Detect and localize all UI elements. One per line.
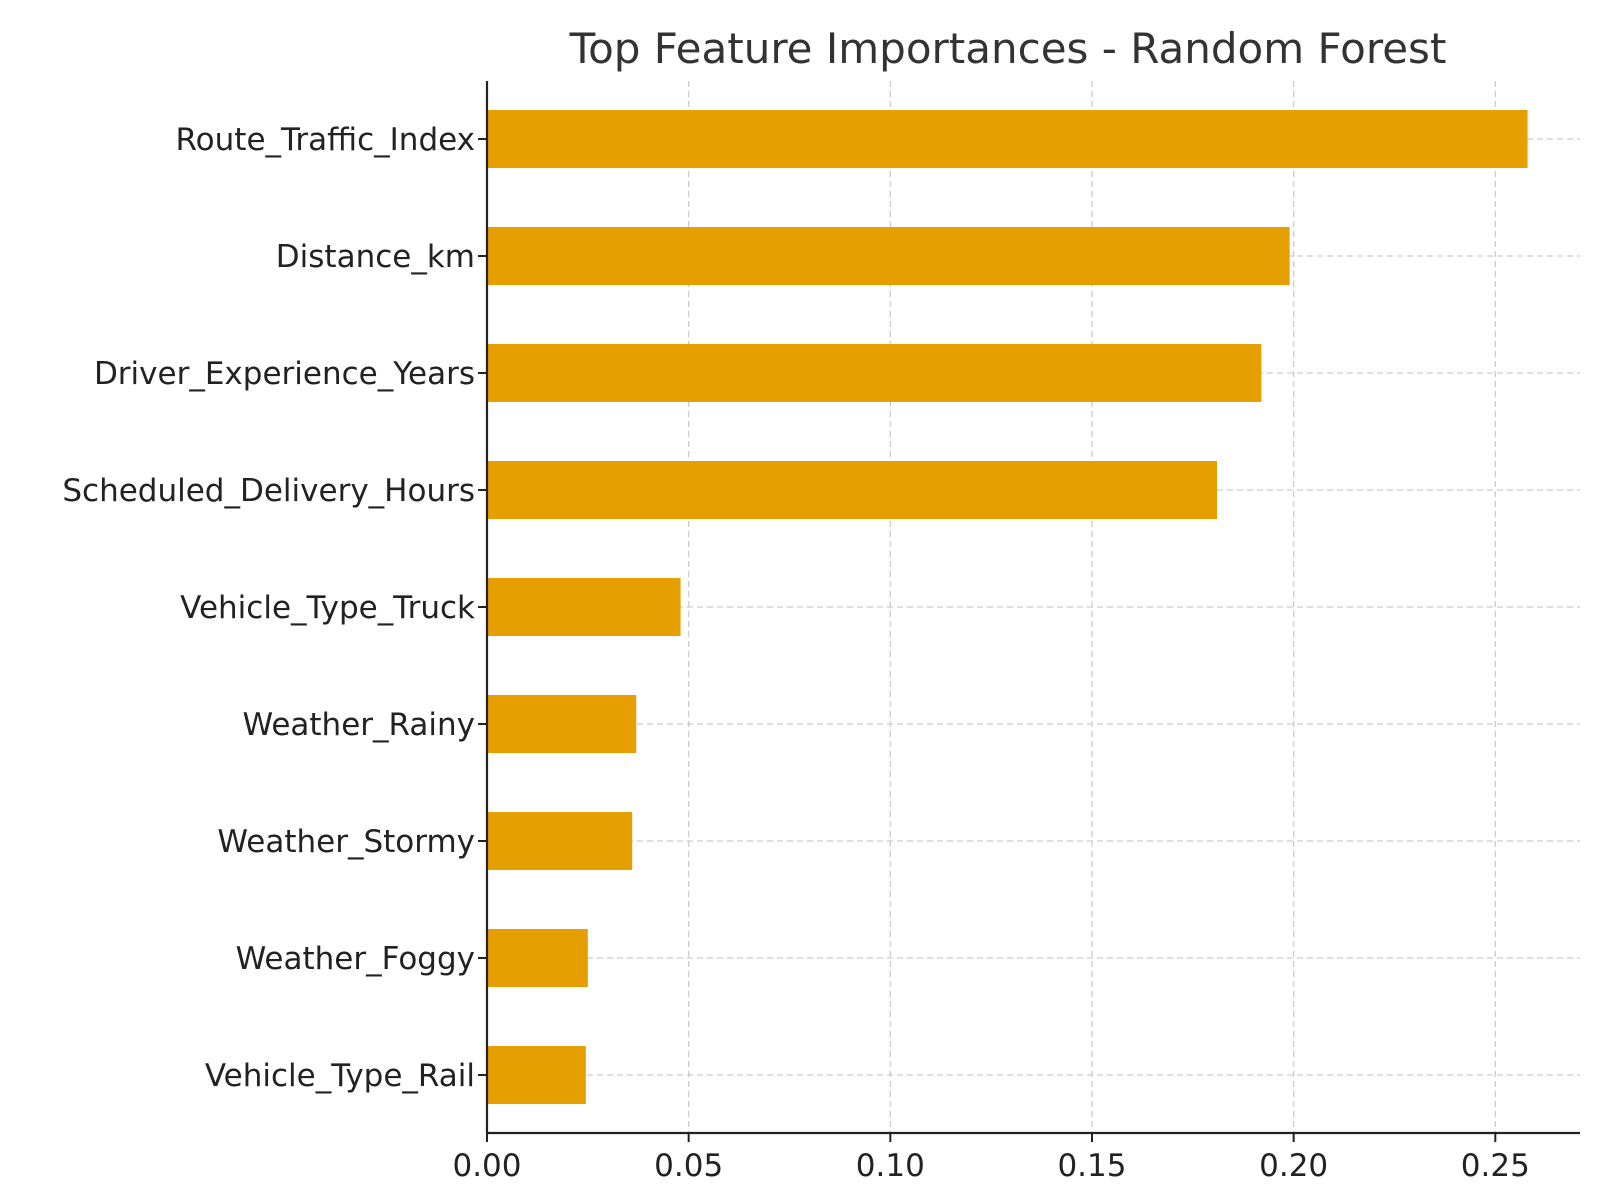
labels-layer: Route_Traffic_Index Distance_km Driver_Exp… — [62, 122, 1529, 1184]
y-tick-label: Driver_Experience_Years — [94, 356, 475, 392]
bar — [487, 110, 1528, 168]
bar — [487, 344, 1262, 402]
bar — [487, 1046, 586, 1104]
x-tick-label: 0.00 — [452, 1148, 521, 1184]
bar — [487, 461, 1218, 519]
y-tick-label: Vehicle_Type_Truck — [180, 590, 475, 626]
chart-title: Top Feature Importances - Random Forest — [569, 24, 1447, 73]
y-tick-label: Route_Traffic_Index — [176, 122, 475, 158]
y-tick-label: Vehicle_Type_Rail — [205, 1058, 475, 1094]
bars-layer — [487, 110, 1528, 1104]
x-tick-label: 0.15 — [1057, 1148, 1126, 1184]
bar — [487, 578, 681, 636]
axes-layer — [478, 81, 1580, 1142]
x-tick-label: 0.05 — [654, 1148, 723, 1184]
x-tick-label: 0.20 — [1259, 1148, 1328, 1184]
y-tick-label: Weather_Foggy — [236, 941, 475, 977]
bar — [487, 227, 1290, 285]
y-tick-label: Weather_Stormy — [217, 824, 475, 860]
y-tick-label: Scheduled_Delivery_Hours — [62, 473, 475, 509]
bar — [487, 812, 633, 870]
y-tick-label: Weather_Rainy — [243, 707, 476, 743]
bar — [487, 929, 588, 987]
bar — [487, 695, 637, 753]
y-tick-label: Distance_km — [276, 239, 475, 275]
x-tick-label: 0.10 — [856, 1148, 925, 1184]
x-tick-label: 0.25 — [1461, 1148, 1530, 1184]
